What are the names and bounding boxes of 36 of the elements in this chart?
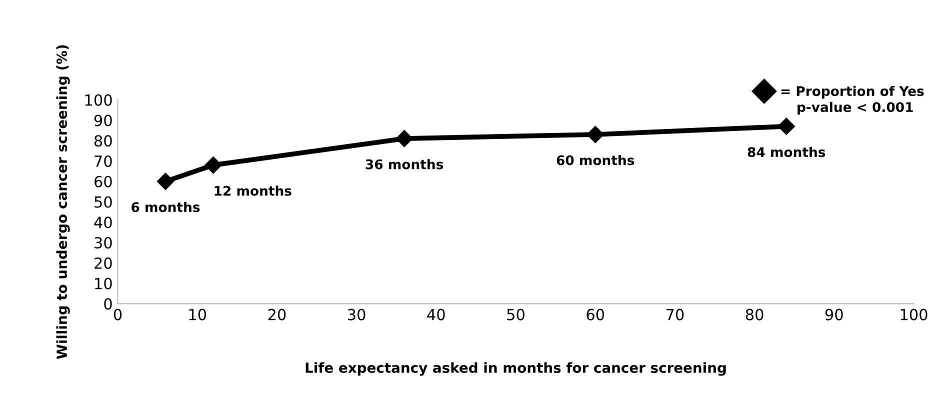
x-tick-label: 50 <box>507 308 524 320</box>
annotation: 12 months <box>214 186 292 196</box>
x-tick-label: 90 <box>825 308 843 320</box>
annotation: 60 months <box>556 155 634 166</box>
y-tick-label: 90 <box>94 114 112 126</box>
annotation: p-value < 0.001 <box>798 102 913 115</box>
point <box>156 172 174 190</box>
legend-label: = Proportion of Yes <box>781 86 924 99</box>
y-tick-label: 10 <box>95 278 112 290</box>
y-tick-label: 20 <box>94 257 112 269</box>
y-tick-label: 100 <box>85 94 112 106</box>
y-tick-label: 80 <box>94 135 112 147</box>
annotation: 36 months <box>366 159 444 170</box>
x-tick-label: 40 <box>427 308 445 320</box>
point <box>204 156 222 174</box>
y-tick-label: 50 <box>94 196 112 208</box>
x-tick-label: 80 <box>746 308 764 320</box>
annotation: 84 months <box>748 146 826 158</box>
x-tick-label: 30 <box>348 308 366 320</box>
point <box>396 130 413 148</box>
x-tick-label: 20 <box>268 308 286 320</box>
y-tick-label: 30 <box>94 236 112 249</box>
y-tick-label: 60 <box>94 176 112 188</box>
x-tick-label: 100 <box>900 308 928 320</box>
point <box>778 118 795 135</box>
x-tick-label: 60 <box>586 308 604 320</box>
y-tick-label: 0 <box>104 298 112 310</box>
point <box>586 126 604 144</box>
x-tick-label: 0 <box>114 308 122 320</box>
y-axis-title: Willing to undergo cancer screening (%) <box>56 45 70 359</box>
y-tick-label: 70 <box>94 155 112 168</box>
x-tick-label: 10 <box>189 308 206 320</box>
annotation: 6 months <box>132 202 200 212</box>
x-tick-label: 70 <box>666 308 684 320</box>
x-axis-title: Life expectancy asked in months for cancer screening <box>306 362 726 376</box>
y-tick-label: 40 <box>94 216 112 228</box>
